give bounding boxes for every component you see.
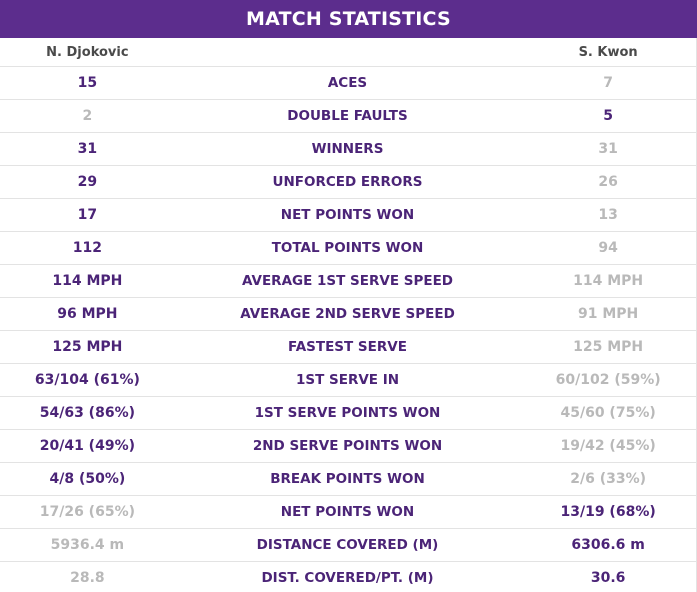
- stat-right-value: 125 MPH: [573, 339, 644, 355]
- player-right-name: S. Kwon: [578, 44, 638, 60]
- stat-row: 20/41 (49%) 2ND SERVE POINTS WON 19/42 (…: [0, 430, 697, 463]
- stat-right-value: 60/102 (59%): [555, 372, 661, 388]
- stat-left-value: 15: [77, 75, 98, 91]
- stat-right-value: 13/19 (68%): [560, 504, 656, 520]
- stat-label: AVERAGE 2ND SERVE SPEED: [240, 306, 455, 322]
- stat-row: 29 UNFORCED ERRORS 26: [0, 166, 697, 199]
- stat-row: 31 WINNERS 31: [0, 133, 697, 166]
- player-left-name: N. Djokovic: [46, 44, 129, 60]
- stat-left-value: 17/26 (65%): [39, 504, 135, 520]
- stat-row: 2 DOUBLE FAULTS 5: [0, 100, 697, 133]
- stat-left-value: 112: [72, 240, 102, 256]
- stat-right-value: 30.6: [590, 570, 626, 586]
- players-header-row: N. Djokovic S. Kwon: [0, 38, 697, 67]
- stat-row: 112 TOTAL POINTS WON 94: [0, 232, 697, 265]
- stat-row: 54/63 (86%) 1ST SERVE POINTS WON 45/60 (…: [0, 397, 697, 430]
- stat-right-value: 114 MPH: [573, 273, 644, 289]
- stat-label: DIST. COVERED/PT. (M): [261, 570, 434, 586]
- stat-label: 1ST SERVE IN: [295, 372, 400, 388]
- stat-left-value: 96 MPH: [57, 306, 118, 322]
- stat-label: AVERAGE 1ST SERVE SPEED: [241, 273, 454, 289]
- stats-table: 15 ACES 7 2 DOUBLE FAULTS 5 31 WINNERS 3…: [0, 67, 697, 592]
- stat-label: UNFORCED ERRORS: [272, 174, 423, 190]
- stat-left-value: 125 MPH: [52, 339, 123, 355]
- stat-left-value: 29: [77, 174, 98, 190]
- stat-left-value: 31: [77, 141, 98, 157]
- stat-row: 63/104 (61%) 1ST SERVE IN 60/102 (59%): [0, 364, 697, 397]
- stat-label: WINNERS: [311, 141, 384, 157]
- stat-label: BREAK POINTS WON: [270, 471, 425, 487]
- stat-right-value: 91 MPH: [577, 306, 639, 322]
- panel-title: MATCH STATISTICS: [246, 8, 451, 30]
- stat-row: 28.8 DIST. COVERED/PT. (M) 30.6: [0, 562, 697, 592]
- stat-left-value: 54/63 (86%): [39, 405, 135, 421]
- stat-left-value: 2: [82, 108, 93, 124]
- panel-header: MATCH STATISTICS: [0, 0, 697, 38]
- stat-right-value: 6306.6 m: [571, 537, 645, 553]
- stat-right-value: 26: [598, 174, 618, 190]
- stat-left-value: 4/8 (50%): [49, 471, 126, 487]
- stat-row: 114 MPH AVERAGE 1ST SERVE SPEED 114 MPH: [0, 265, 697, 298]
- stat-right-value: 45/60 (75%): [560, 405, 656, 421]
- stat-right-value: 94: [598, 240, 618, 256]
- stat-right-value: 13: [598, 207, 618, 223]
- stat-label: DOUBLE FAULTS: [287, 108, 408, 124]
- stat-right-value: 2/6 (33%): [570, 471, 647, 487]
- stat-row: 96 MPH AVERAGE 2ND SERVE SPEED 91 MPH: [0, 298, 697, 331]
- stat-label: ACES: [327, 75, 368, 91]
- stat-left-value: 28.8: [70, 570, 105, 586]
- stat-right-value: 31: [598, 141, 618, 157]
- stat-left-value: 5936.4 m: [50, 537, 125, 553]
- stat-right-value: 19/42 (45%): [560, 438, 656, 454]
- stat-label: 2ND SERVE POINTS WON: [252, 438, 443, 454]
- stat-row: 4/8 (50%) BREAK POINTS WON 2/6 (33%): [0, 463, 697, 496]
- stat-row: 17 NET POINTS WON 13: [0, 199, 697, 232]
- stat-left-value: 20/41 (49%): [39, 438, 135, 454]
- stat-label: 1ST SERVE POINTS WON: [254, 405, 441, 421]
- stat-label: NET POINTS WON: [280, 504, 415, 520]
- stat-label: NET POINTS WON: [280, 207, 415, 223]
- stat-left-value: 63/104 (61%): [34, 372, 140, 388]
- stat-label: TOTAL POINTS WON: [271, 240, 424, 256]
- stat-row: 15 ACES 7: [0, 67, 697, 100]
- stat-row: 5936.4 m DISTANCE COVERED (M) 6306.6 m: [0, 529, 697, 562]
- stat-left-value: 17: [77, 207, 98, 223]
- stat-row: 125 MPH FASTEST SERVE 125 MPH: [0, 331, 697, 364]
- stat-left-value: 114 MPH: [52, 273, 123, 289]
- stat-label: DISTANCE COVERED (M): [256, 537, 439, 553]
- stat-right-value: 7: [603, 75, 613, 91]
- stat-right-value: 5: [603, 108, 613, 124]
- stat-label: FASTEST SERVE: [288, 339, 407, 355]
- stat-row: 17/26 (65%) NET POINTS WON 13/19 (68%): [0, 496, 697, 529]
